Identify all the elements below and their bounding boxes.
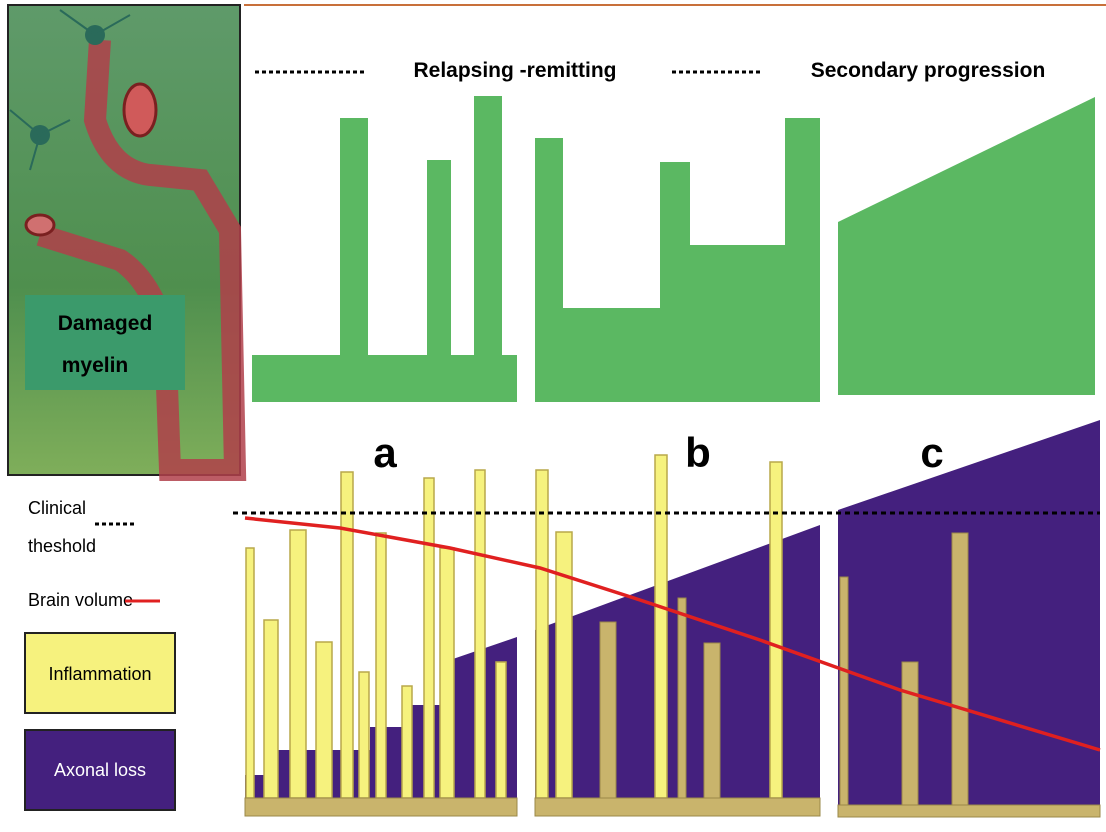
legend-label: Clinical [28, 498, 86, 518]
panel-letter: a [373, 429, 397, 476]
illustration [8, 5, 240, 475]
legend-label: theshold [28, 536, 96, 556]
panel-letter: c [920, 429, 943, 476]
phase-title: Secondary progression [811, 59, 1046, 82]
axonal-loss-area [245, 420, 1100, 815]
image-label: Damaged [58, 312, 153, 335]
legend-label: Brain volume [28, 590, 133, 610]
phase-title: Relapsing -remitting [413, 59, 616, 82]
diagram: Damaged myelin Relapsing -remitting Seco… [0, 0, 1106, 832]
image-label: myelin [62, 354, 129, 377]
legend-label: Inflammation [48, 664, 151, 684]
panel-letter: b [685, 429, 711, 476]
legend-label: Axonal loss [54, 760, 146, 780]
activity-shapes [252, 96, 1095, 402]
